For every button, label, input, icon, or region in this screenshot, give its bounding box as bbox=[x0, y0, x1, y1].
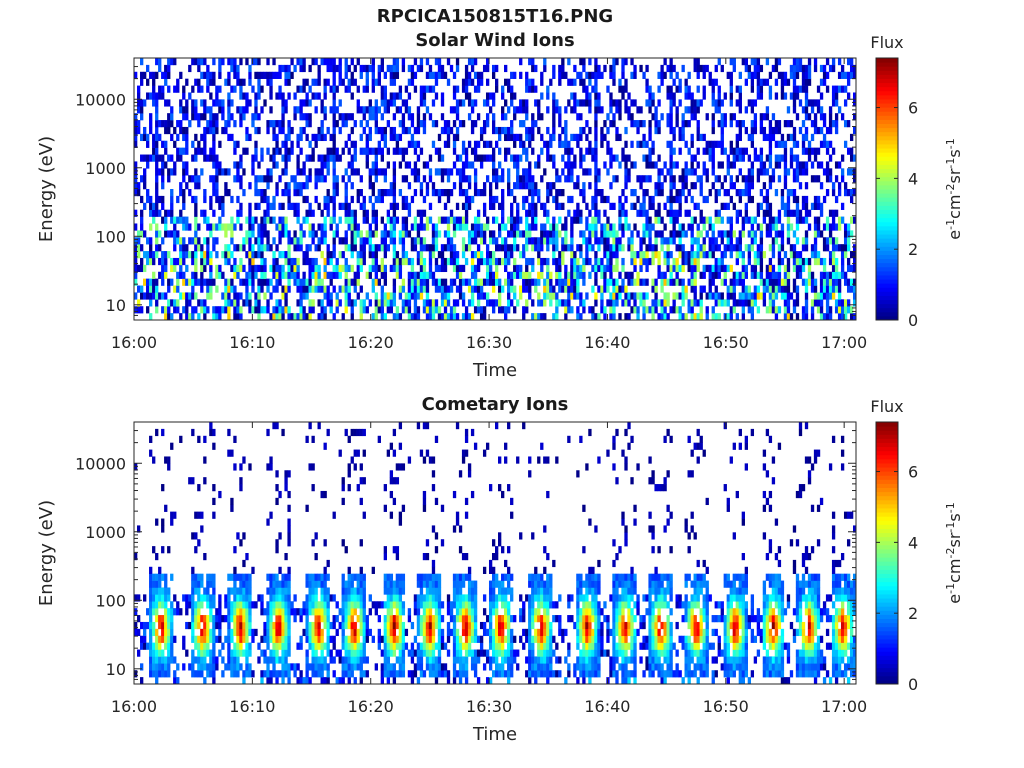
colorbar-frame bbox=[875, 421, 899, 685]
x-tick-label: 16:20 bbox=[348, 697, 394, 716]
x-tick-label: 16:50 bbox=[703, 697, 749, 716]
y-axis-label: Energy (eV) bbox=[36, 500, 57, 606]
colorbar bbox=[876, 422, 898, 685]
x-tick-label: 16:00 bbox=[111, 697, 157, 716]
colorbar-tick-label: 4 bbox=[908, 169, 918, 188]
x-tick-label: 16:40 bbox=[584, 333, 630, 352]
spectrogram-cometary bbox=[134, 422, 857, 685]
colorbar-tick-label: 4 bbox=[908, 533, 918, 552]
colorbar bbox=[876, 58, 898, 321]
panel2-title: Cometary Ions bbox=[421, 394, 569, 415]
y-tick-label: 1000 bbox=[85, 159, 126, 178]
colorbar-title: Flux bbox=[870, 397, 903, 416]
y-tick-label: 100 bbox=[95, 227, 126, 246]
colorbar-tick-label: 0 bbox=[908, 311, 918, 330]
y-axis-label: Energy (eV) bbox=[36, 136, 57, 242]
x-tick-label: 16:30 bbox=[466, 697, 512, 716]
colorbar-tick-label: 2 bbox=[908, 240, 918, 259]
colorbar-unit-label: e-1cm-2sr-1s-1 bbox=[944, 502, 965, 603]
x-tick-label: 16:40 bbox=[584, 697, 630, 716]
colorbar-tick-label: 6 bbox=[908, 463, 918, 482]
y-tick-label: 10 bbox=[106, 660, 126, 679]
plot-frame bbox=[133, 57, 857, 321]
x-tick-label: 16:30 bbox=[466, 333, 512, 352]
x-tick-label: 16:10 bbox=[229, 697, 275, 716]
figure-title: RPCICA150815T16.PNG bbox=[376, 6, 614, 27]
colorbar-unit-label: e-1cm-2sr-1s-1 bbox=[944, 138, 965, 239]
x-axis-label: Time bbox=[472, 724, 517, 745]
x-tick-label: 16:50 bbox=[703, 333, 749, 352]
y-tick-label: 1000 bbox=[85, 523, 126, 542]
y-tick-label: 10 bbox=[106, 296, 126, 315]
spectrogram-solar-wind bbox=[134, 58, 857, 321]
colorbar-frame bbox=[875, 57, 899, 321]
plot-frame bbox=[133, 421, 857, 685]
x-axis-label: Time bbox=[472, 360, 517, 381]
x-tick-label: 17:00 bbox=[821, 333, 867, 352]
x-tick-label: 16:20 bbox=[348, 333, 394, 352]
colorbar-tick-label: 0 bbox=[908, 675, 918, 694]
y-tick-label: 10000 bbox=[75, 454, 126, 473]
colorbar-title: Flux bbox=[870, 33, 903, 52]
y-tick-label: 100 bbox=[95, 591, 126, 610]
x-tick-label: 16:00 bbox=[111, 333, 157, 352]
colorbar-tick-label: 2 bbox=[908, 604, 918, 623]
x-tick-label: 16:10 bbox=[229, 333, 275, 352]
y-tick-label: 10000 bbox=[75, 90, 126, 109]
panel1-title: Solar Wind Ions bbox=[415, 30, 575, 51]
x-tick-label: 17:00 bbox=[821, 697, 867, 716]
colorbar-tick-label: 6 bbox=[908, 99, 918, 118]
